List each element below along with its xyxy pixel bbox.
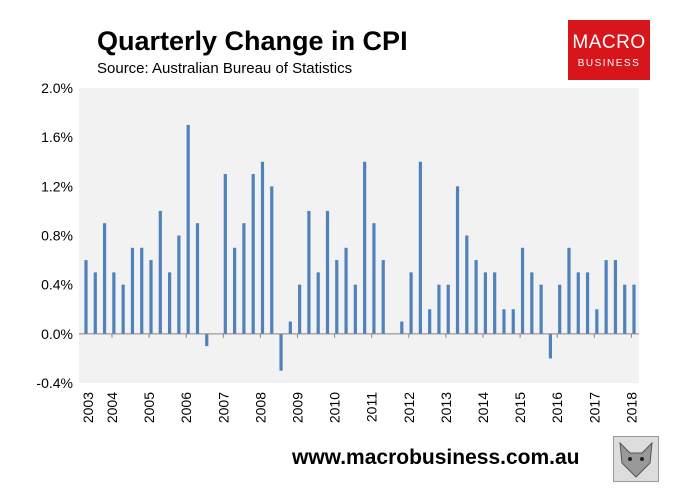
bar	[298, 284, 302, 334]
bar	[112, 272, 116, 334]
fox-mascot-icon	[613, 436, 659, 482]
logo-line2: BUSINESS	[577, 58, 641, 69]
x-tick-label: 2009	[290, 392, 306, 423]
bar	[167, 272, 172, 334]
bar	[353, 284, 357, 334]
bar	[595, 309, 599, 334]
x-tick-label: 2014	[475, 392, 491, 423]
bar	[186, 124, 190, 334]
bar	[335, 260, 339, 334]
x-tick-label: 2006	[178, 392, 194, 423]
bar	[548, 333, 553, 359]
bar	[279, 333, 283, 371]
bar	[325, 210, 330, 334]
bar	[446, 284, 450, 334]
x-tick-label: 2015	[512, 392, 528, 423]
y-tick-label: 2.0%	[41, 80, 73, 96]
x-tick-label: 2010	[327, 392, 343, 423]
bar	[102, 223, 107, 334]
bar	[307, 210, 311, 334]
y-tick-label: 0.0%	[41, 326, 73, 342]
bar	[195, 223, 200, 334]
bar	[539, 284, 543, 334]
bar	[493, 272, 497, 334]
bar	[520, 247, 525, 334]
bar	[93, 272, 97, 334]
bar	[381, 260, 385, 334]
plot-area	[79, 88, 639, 383]
bar	[511, 309, 515, 334]
website-url: www.macrobusiness.com.au	[292, 446, 580, 469]
logo-line1: MACRO	[572, 32, 646, 53]
y-tick-label: -0.4%	[36, 375, 73, 391]
bar	[316, 272, 320, 334]
chart-subtitle: Source: Australian Bureau of Statistics	[97, 60, 353, 77]
bar	[604, 260, 608, 334]
bar	[372, 223, 376, 334]
bar	[632, 284, 636, 334]
bar	[140, 247, 144, 334]
bar	[567, 247, 571, 334]
macrobusiness-logo: MACRO BUSINESS	[568, 20, 650, 80]
bar	[223, 174, 227, 334]
x-tick-label: 2007	[215, 392, 231, 423]
bar	[400, 321, 404, 334]
bar	[530, 272, 534, 334]
bar	[158, 210, 162, 334]
x-tick-label: 2003	[80, 392, 96, 423]
bar	[558, 284, 562, 334]
bar	[483, 272, 487, 334]
bar	[288, 321, 292, 334]
bar	[455, 186, 460, 334]
bar	[585, 272, 590, 334]
bar	[418, 161, 422, 334]
bar	[177, 235, 181, 334]
bar	[149, 260, 153, 334]
bar	[623, 284, 627, 334]
x-tick-label: 2016	[549, 392, 565, 423]
bar	[121, 284, 125, 334]
x-tick-label: 2008	[252, 392, 268, 423]
x-tick-label: 2018	[623, 392, 639, 423]
bar	[502, 309, 506, 334]
x-tick-label: 2011	[364, 392, 380, 422]
y-tick-label: 1.6%	[41, 129, 73, 145]
bar	[613, 260, 618, 334]
x-tick-label: 2005	[141, 392, 157, 423]
y-tick-label: 0.8%	[41, 228, 73, 244]
bar	[465, 235, 469, 334]
x-tick-label: 2012	[401, 392, 417, 423]
bar	[428, 309, 432, 334]
bar	[260, 161, 265, 334]
y-tick-label: 1.2%	[41, 178, 73, 194]
chart-title: Quarterly Change in CPI	[97, 26, 408, 56]
bar	[409, 272, 413, 334]
y-tick-label: 0.4%	[41, 277, 73, 293]
bar	[270, 186, 274, 334]
x-tick-label: 2004	[104, 392, 120, 423]
bar	[437, 284, 441, 334]
x-tick-label: 2017	[586, 392, 602, 423]
bar	[84, 260, 88, 334]
bar	[251, 174, 255, 334]
bar	[233, 247, 237, 334]
bar	[344, 247, 348, 334]
bar	[242, 223, 246, 334]
bar	[130, 247, 135, 334]
bar	[576, 272, 580, 334]
x-tick-label: 2013	[438, 392, 454, 423]
bar	[474, 260, 478, 334]
bar	[363, 161, 367, 334]
bar	[205, 333, 209, 347]
